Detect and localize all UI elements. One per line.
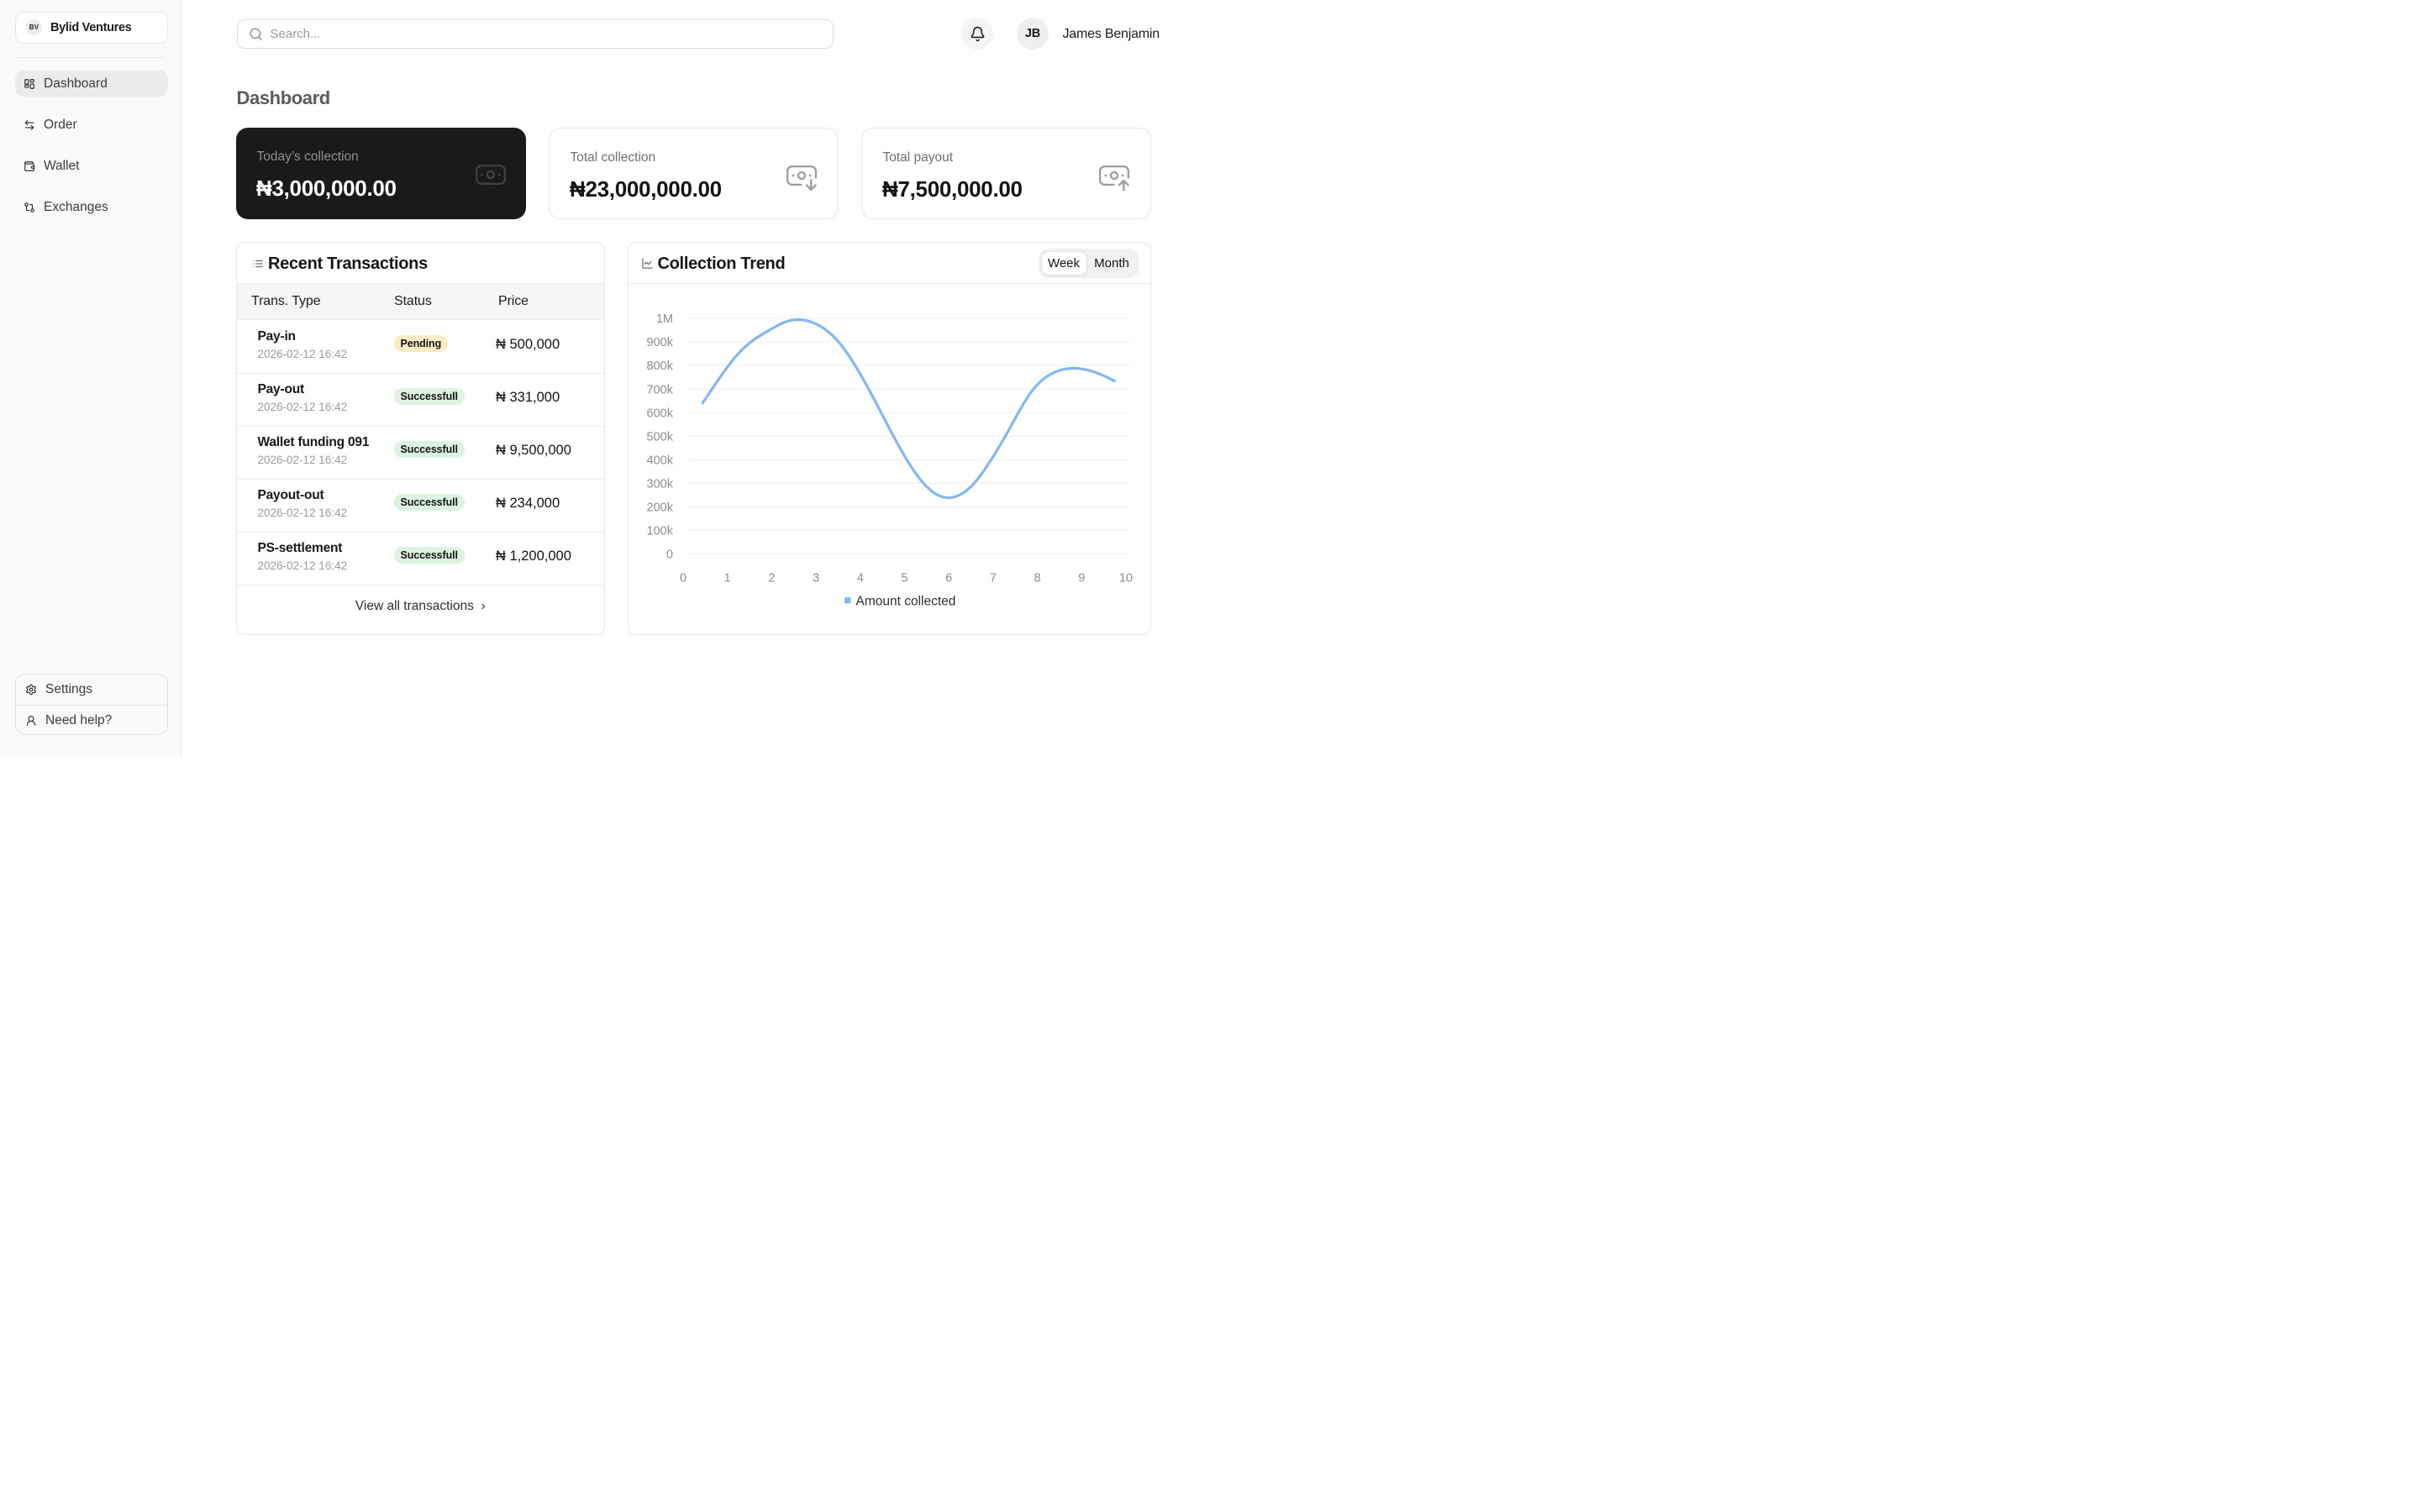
svg-text:700k: 700k xyxy=(647,383,674,396)
svg-text:400k: 400k xyxy=(647,454,674,467)
svg-text:5: 5 xyxy=(901,571,908,585)
svg-text:4: 4 xyxy=(857,571,864,585)
svg-text:600k: 600k xyxy=(647,407,674,420)
svg-text:100k: 100k xyxy=(647,524,674,538)
svg-text:10: 10 xyxy=(1119,571,1133,585)
svg-text:500k: 500k xyxy=(647,430,674,444)
svg-text:0: 0 xyxy=(666,548,673,561)
svg-text:3: 3 xyxy=(813,571,819,585)
svg-text:9: 9 xyxy=(1078,571,1085,585)
svg-text:2: 2 xyxy=(768,571,775,585)
svg-text:8: 8 xyxy=(1034,571,1041,585)
svg-text:6: 6 xyxy=(945,571,952,585)
svg-text:800k: 800k xyxy=(647,360,674,373)
svg-text:1: 1 xyxy=(724,571,731,585)
svg-text:7: 7 xyxy=(990,571,997,585)
svg-text:1M: 1M xyxy=(656,312,673,326)
svg-text:Amount collected: Amount collected xyxy=(856,594,956,608)
svg-text:300k: 300k xyxy=(647,477,674,491)
svg-text:0: 0 xyxy=(680,571,687,585)
svg-text:200k: 200k xyxy=(647,501,674,514)
svg-text:900k: 900k xyxy=(647,336,674,349)
